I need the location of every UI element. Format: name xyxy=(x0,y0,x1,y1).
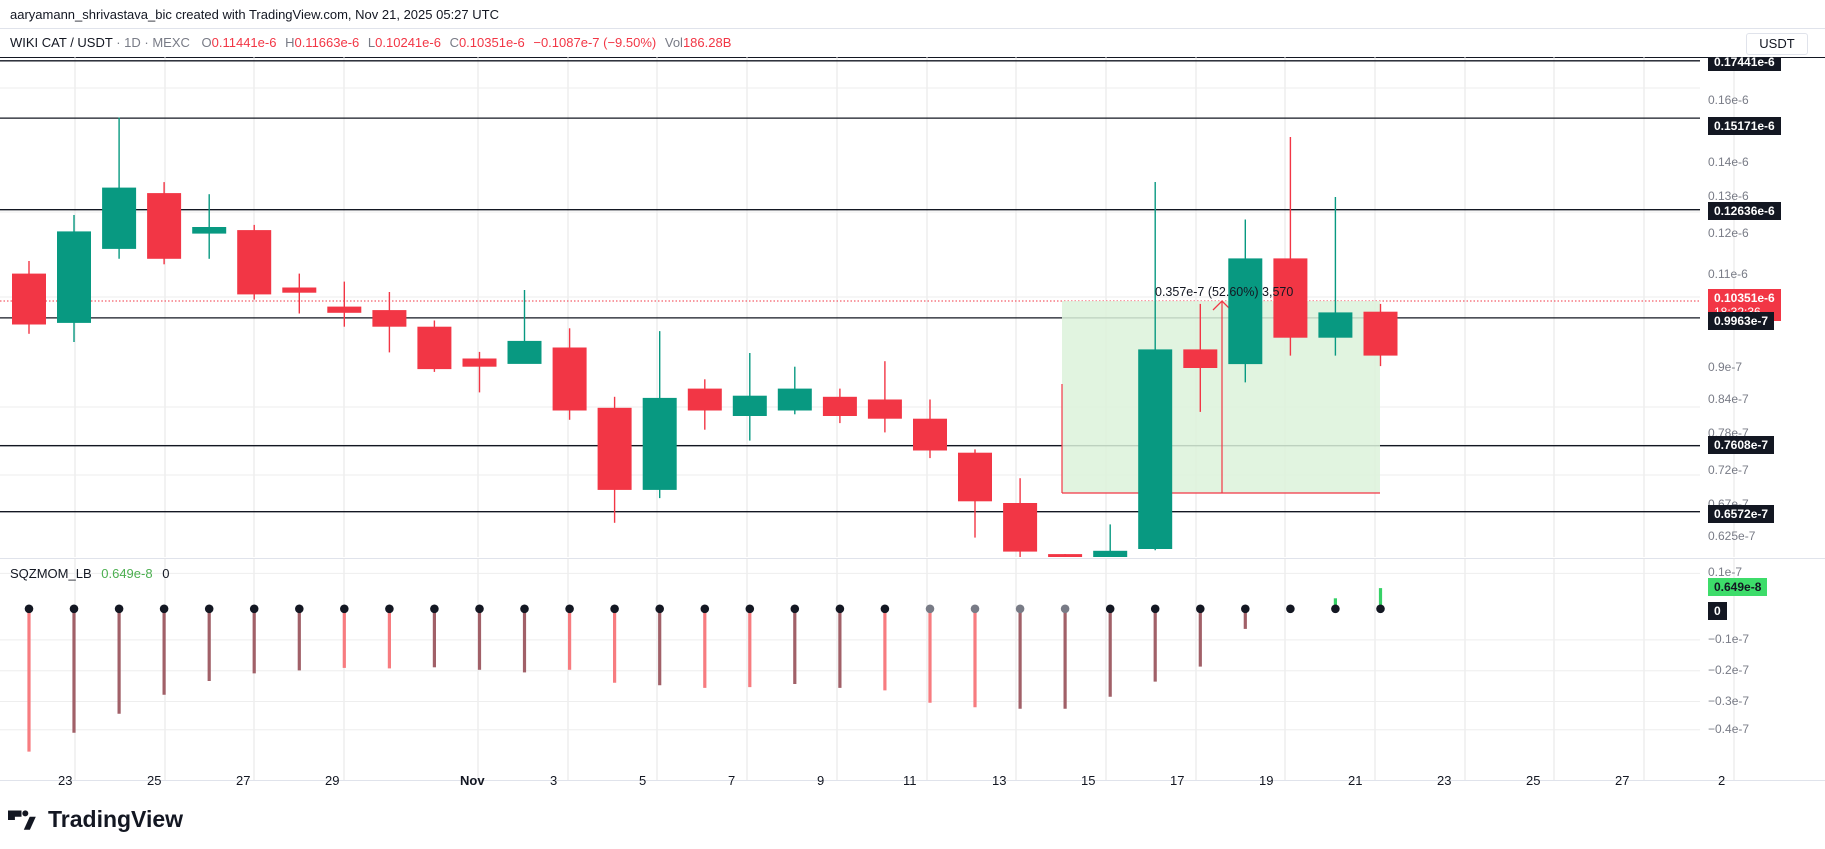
svg-text:0.357e-7 (52.60%) 3,570: 0.357e-7 (52.60%) 3,570 xyxy=(1155,285,1293,299)
